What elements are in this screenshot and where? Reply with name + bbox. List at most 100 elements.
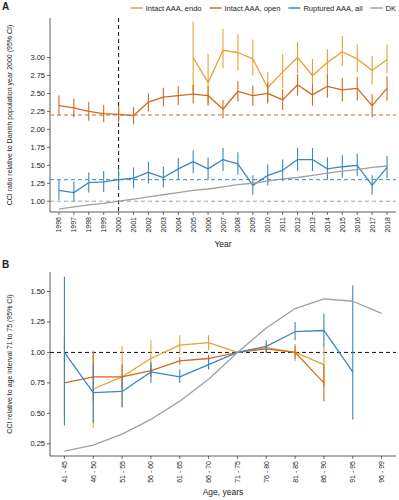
x-tick [64, 456, 65, 459]
series-line [193, 50, 387, 87]
y-tick [47, 111, 50, 112]
y-tick-label: 2.50 [30, 89, 45, 98]
y-tick [47, 443, 50, 444]
error-bar [93, 350, 94, 428]
x-tick-label: 1999 [100, 217, 107, 233]
legend-label: DK [386, 4, 396, 13]
reference-line [118, 18, 119, 212]
y-tick [47, 129, 50, 130]
y-tick [47, 382, 50, 383]
error-bar [387, 45, 388, 74]
series-line [64, 299, 381, 451]
x-tick-label: 2016 [354, 217, 361, 233]
series-line [59, 166, 387, 209]
x-tick [88, 212, 89, 215]
y-tick-label: 1.50 [30, 287, 45, 296]
x-tick-label: 2011 [279, 217, 286, 232]
x-tick [237, 212, 238, 215]
x-tick [312, 212, 313, 215]
y-tick-label: 3.00 [30, 53, 45, 62]
y-tick [47, 93, 50, 94]
x-tick-label: 2002 [145, 217, 152, 233]
legend-label: Ruptured AAA, all [303, 4, 363, 13]
x-axis-title: Year [214, 239, 231, 249]
y-tick-label: 2.25 [30, 107, 45, 116]
x-tick-label: 56 - 60 [147, 461, 154, 483]
x-tick-label: 46 - 50 [90, 461, 97, 483]
y-tick [47, 321, 50, 322]
error-bar [64, 277, 65, 426]
series-line [93, 343, 324, 389]
x-tick [342, 212, 343, 215]
x-axis-line [50, 212, 396, 213]
y-tick [47, 352, 50, 353]
x-tick [208, 456, 209, 459]
x-tick [58, 212, 59, 215]
y-tick-label: 2.75 [30, 71, 45, 80]
y-tick-label: 0.25 [30, 439, 45, 448]
y-tick-label: 1.75 [30, 143, 45, 152]
legend-key [131, 7, 143, 9]
legend-key [371, 7, 383, 9]
x-tick [237, 456, 238, 459]
x-tick [163, 212, 164, 215]
x-tick-label: 1996 [55, 217, 62, 233]
x-tick-label: 2008 [234, 217, 241, 233]
x-tick-label: 2007 [220, 217, 227, 233]
x-tick-label: 66 - 70 [205, 461, 212, 483]
x-tick [372, 212, 373, 215]
legend: Intact AAA, endoIntact AAA, openRuptured… [131, 4, 396, 13]
y-tick-label: 2.00 [30, 125, 45, 134]
x-tick-label: 1998 [85, 217, 92, 233]
x-tick-label: 41 - 45 [61, 461, 68, 483]
series-line [64, 349, 324, 383]
x-tick-label: 51 - 55 [119, 461, 126, 483]
legend-key [288, 7, 300, 9]
x-tick [93, 456, 94, 459]
x-tick-label: 2015 [339, 217, 346, 233]
x-tick [150, 456, 151, 459]
reference-line [50, 201, 396, 202]
plot-area [50, 18, 396, 212]
x-tick [323, 456, 324, 459]
y-tick-label: 1.00 [30, 348, 45, 357]
x-tick [133, 212, 134, 215]
y-tick [47, 291, 50, 292]
x-tick-label: 2005 [190, 217, 197, 233]
y-tick-label: 1.25 [30, 317, 45, 326]
x-tick-label: 81 - 85 [292, 461, 299, 483]
panel: A1.001.251.501.752.002.252.502.753.00199… [2, 1, 396, 249]
figure: A1.001.251.501.752.002.252.502.753.00199… [0, 0, 399, 500]
x-tick-label: 71 - 75 [234, 461, 241, 483]
x-axis-title: Age, years [203, 487, 244, 497]
legend-key [210, 7, 222, 9]
x-tick-label: 2000 [115, 217, 122, 233]
x-tick-label: 1997 [70, 217, 77, 233]
y-tick-label: 1.50 [30, 161, 45, 170]
series-line [59, 160, 387, 193]
x-tick [179, 456, 180, 459]
x-tick [252, 212, 253, 215]
x-tick [223, 212, 224, 215]
x-tick [148, 212, 149, 215]
x-tick [387, 212, 388, 215]
reference-line [50, 179, 396, 180]
x-tick [193, 212, 194, 215]
reference-line [50, 352, 396, 353]
y-tick [47, 147, 50, 148]
x-tick-label: 2006 [205, 217, 212, 233]
plot-area [50, 277, 396, 451]
x-tick [122, 456, 123, 459]
x-tick [357, 212, 358, 215]
y-axis-line [50, 272, 51, 456]
x-tick [297, 212, 298, 215]
series-line [64, 330, 352, 392]
x-tick [73, 212, 74, 215]
x-tick-label: 2018 [384, 217, 391, 233]
error-bar [387, 156, 388, 178]
x-tick-label: 96 - 99 [378, 461, 385, 483]
x-tick [266, 456, 267, 459]
y-tick-label: 1.25 [30, 179, 45, 188]
legend-label: Intact AAA, open [225, 4, 281, 13]
x-tick-label: 86 - 90 [320, 461, 327, 483]
